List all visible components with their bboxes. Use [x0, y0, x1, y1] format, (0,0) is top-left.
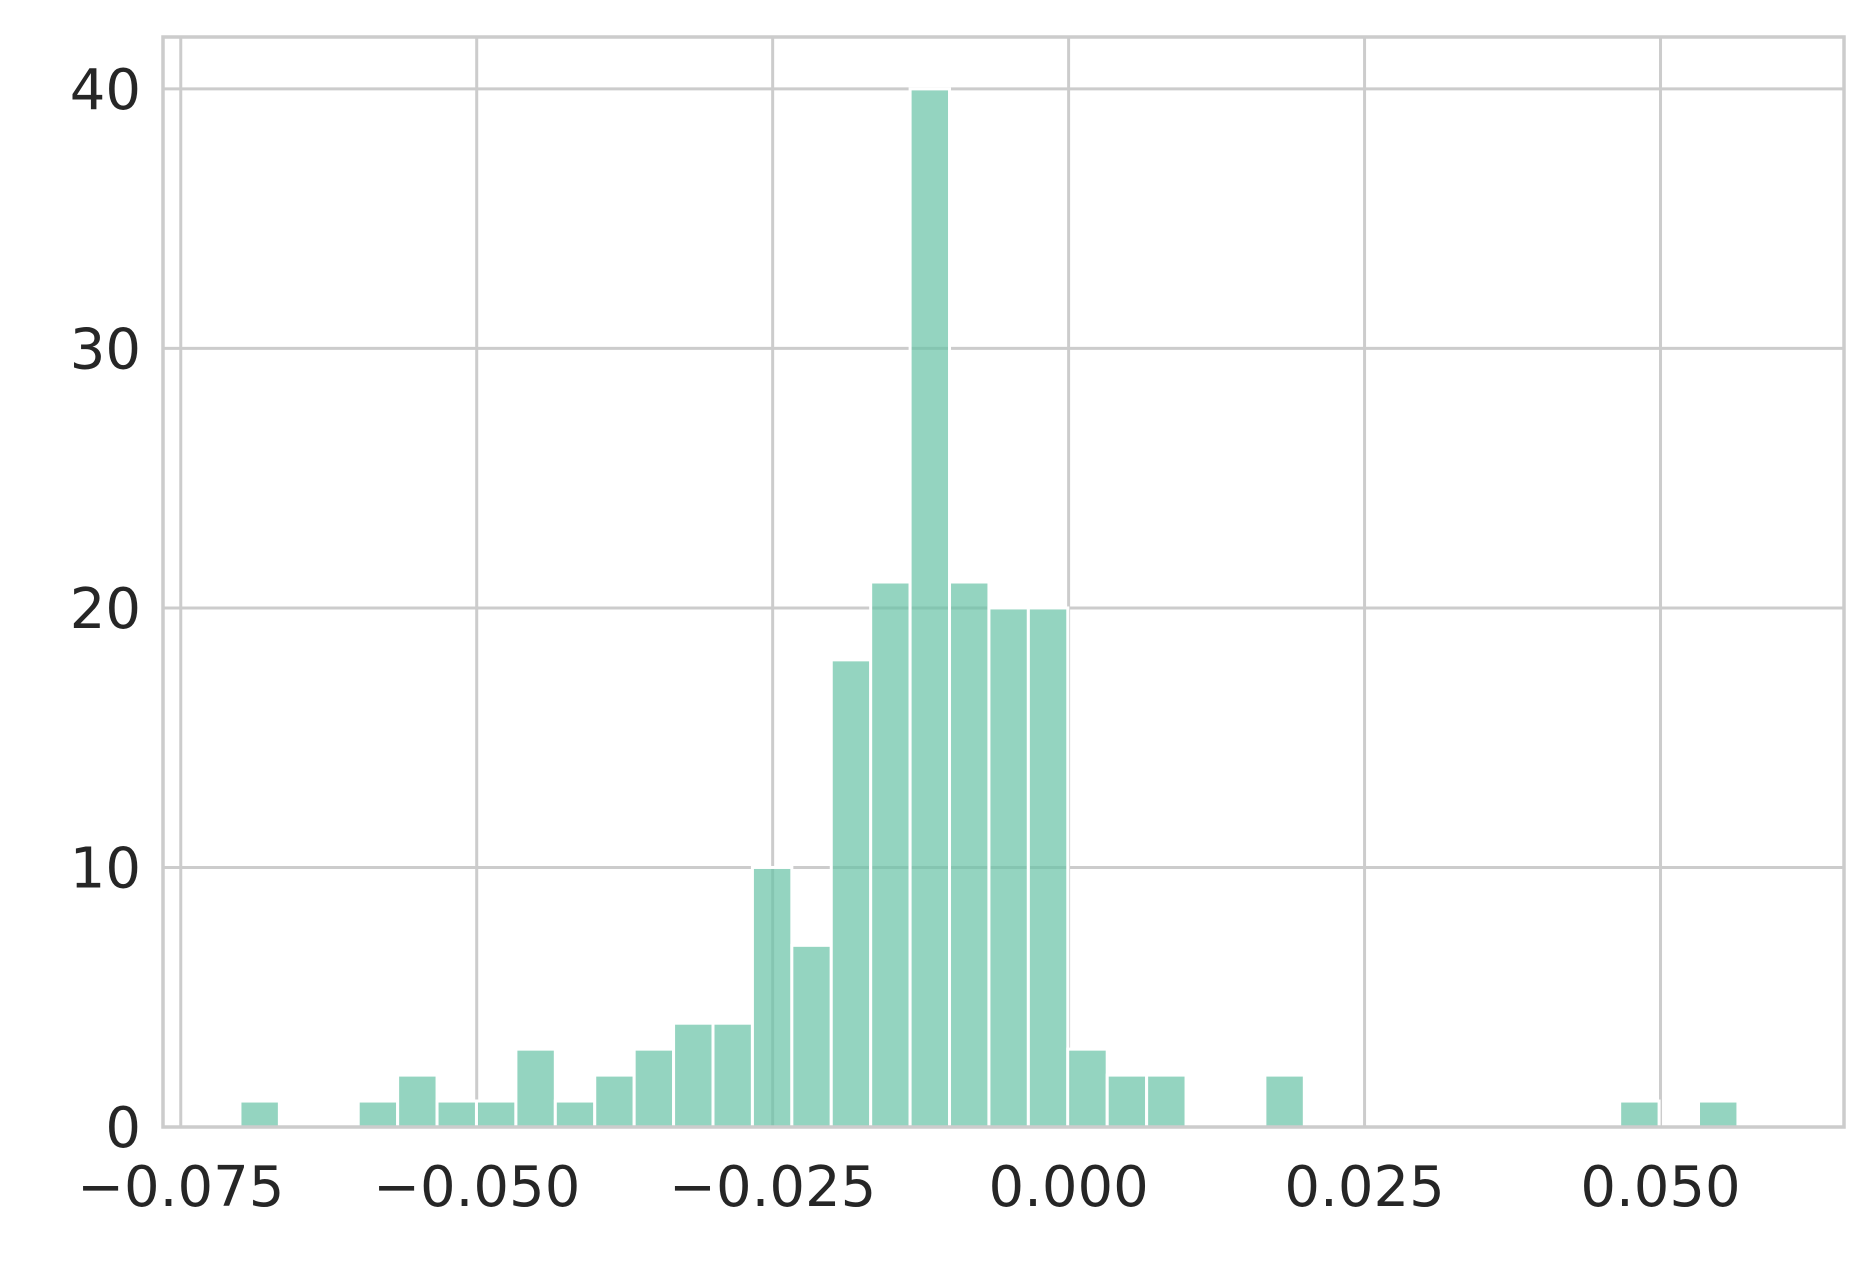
- histogram-bar: [356, 1099, 400, 1129]
- x-tick-labels: −0.075 −0.050 −0.025 0.000 0.025 0.050: [77, 1155, 1741, 1220]
- x-tick-label: −0.050: [373, 1155, 580, 1220]
- histogram-bar: [987, 606, 1030, 1129]
- histogram-bar: [908, 87, 952, 1129]
- histogram-bar: [1105, 1073, 1149, 1129]
- axes-frame: [161, 35, 1846, 1129]
- y-tick-label: 10: [70, 836, 141, 901]
- histogram-bar: [1145, 1073, 1188, 1129]
- x-tick-label: −0.075: [77, 1155, 284, 1220]
- histogram-bar: [829, 658, 873, 1129]
- y-tick-label: 0: [105, 1096, 141, 1161]
- histogram-bar: [790, 943, 833, 1129]
- histogram-bar: [1618, 1099, 1661, 1129]
- histogram-bar: [711, 1021, 754, 1129]
- histogram-bar: [672, 1021, 715, 1129]
- y-tick-label: 40: [70, 58, 141, 123]
- histogram-bar: [435, 1099, 478, 1129]
- histogram-bar: [514, 1047, 557, 1129]
- x-tick-label: −0.025: [669, 1155, 876, 1220]
- y-tick-labels: 0 10 20 30 40: [70, 58, 141, 1161]
- histogram-bar: [1066, 1047, 1109, 1129]
- histogram-bars: [238, 87, 1740, 1129]
- histogram-bar: [474, 1099, 518, 1129]
- y-tick-label: 30: [70, 317, 141, 382]
- histogram-bar: [238, 1099, 281, 1129]
- histogram-bar: [1263, 1073, 1306, 1129]
- histogram-bar: [869, 580, 912, 1129]
- x-tick-label: 0.000: [988, 1155, 1148, 1220]
- histogram-bar: [750, 865, 794, 1129]
- histogram-bar: [553, 1099, 597, 1129]
- histogram-bar: [632, 1047, 676, 1129]
- histogram-bar: [593, 1073, 636, 1129]
- x-tick-label: 0.025: [1284, 1155, 1444, 1220]
- x-tick-label: 0.050: [1580, 1155, 1740, 1220]
- histogram-bar: [948, 580, 991, 1129]
- y-tick-label: 20: [70, 577, 141, 642]
- axes-border: [161, 35, 1846, 1129]
- histogram-bar: [1026, 606, 1070, 1129]
- histogram-bar: [1697, 1099, 1740, 1129]
- histogram-bar: [396, 1073, 439, 1129]
